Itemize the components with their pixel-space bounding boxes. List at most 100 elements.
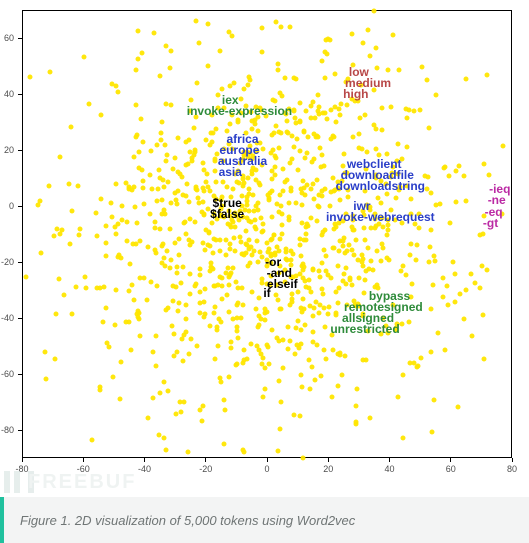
xtick: [205, 458, 206, 462]
scatter-point: [256, 296, 261, 301]
scatter-point: [158, 226, 163, 231]
scatter-point: [335, 264, 340, 269]
scatter-point: [415, 363, 420, 368]
scatter-point: [315, 135, 320, 140]
scatter-point: [152, 226, 157, 231]
scatter-point: [311, 157, 316, 162]
scatter-point: [294, 136, 299, 141]
scatter-point: [385, 67, 390, 72]
scatter-point: [430, 282, 435, 287]
scatter-point: [275, 62, 280, 67]
scatter-point: [170, 323, 175, 328]
scatter-point: [228, 247, 233, 252]
scatter-point: [164, 308, 169, 313]
scatter-point: [482, 356, 487, 361]
ytick: [18, 38, 22, 39]
xtick: [450, 458, 451, 462]
scatter-point: [153, 334, 158, 339]
scatter-point: [301, 275, 306, 280]
scatter-point: [276, 379, 281, 384]
scatter-point: [380, 105, 385, 110]
scatter-point: [400, 263, 405, 268]
scatter-point: [408, 242, 413, 247]
scatter-point: [206, 64, 211, 69]
scatter-point: [119, 359, 124, 364]
scatter-point: [368, 258, 373, 263]
scatter-point: [176, 252, 181, 257]
scatter-point: [380, 127, 385, 132]
scatter-point: [436, 330, 441, 335]
scatter-point: [213, 169, 218, 174]
scatter-point: [401, 372, 406, 377]
scatter-point: [231, 80, 236, 85]
scatter-point: [317, 192, 322, 197]
scatter-point: [287, 24, 292, 29]
scatter-point: [358, 115, 363, 120]
scatter-point: [362, 238, 367, 243]
scatter-point: [333, 289, 338, 294]
scatter-point: [296, 346, 301, 351]
scatter-point: [202, 189, 207, 194]
scatter-point: [481, 312, 486, 317]
scatter-point: [285, 346, 290, 351]
scatter-point: [208, 324, 213, 329]
scatter-point: [451, 259, 456, 264]
scatter-point: [291, 144, 296, 149]
xtick-label: 20: [323, 464, 333, 474]
scatter-point: [168, 66, 173, 71]
scatter-point: [270, 214, 275, 219]
scatter-point: [234, 315, 239, 320]
scatter-point: [192, 147, 197, 152]
scatter-point: [94, 286, 99, 291]
ytick-label: 60: [4, 33, 14, 43]
scatter-point: [169, 258, 174, 263]
scatter-point: [376, 195, 381, 200]
scatter-point: [320, 260, 325, 265]
scatter-point: [241, 357, 246, 362]
scatter-point: [464, 77, 469, 82]
scatter-point: [178, 400, 183, 405]
scatter-point: [184, 181, 189, 186]
scatter-point: [484, 73, 489, 78]
ytick-label: 0: [9, 201, 14, 211]
watermark: FREEBUF: [0, 467, 38, 497]
scatter-point: [456, 405, 461, 410]
scatter-point: [146, 415, 151, 420]
scatter-point: [304, 151, 309, 156]
figure-caption: Figure 1. 2D visualization of 5,000 toke…: [0, 497, 529, 543]
scatter-point: [141, 179, 146, 184]
token-label: high: [343, 87, 368, 101]
scatter-point: [219, 87, 224, 92]
scatter-point: [191, 126, 196, 131]
scatter-point: [344, 248, 349, 253]
scatter-point: [226, 374, 231, 379]
scatter-point: [375, 66, 380, 71]
scatter-point: [212, 310, 217, 315]
scatter-point: [113, 232, 118, 237]
xtick-label: 80: [507, 464, 517, 474]
xtick-label: -40: [138, 464, 151, 474]
scatter-point: [477, 286, 482, 291]
scatter-point: [168, 102, 173, 107]
scatter-point: [306, 357, 311, 362]
scatter-point: [124, 219, 129, 224]
scatter-point: [308, 116, 313, 121]
scatter-point: [104, 224, 109, 229]
scatter-point: [259, 254, 264, 259]
scatter-point: [374, 224, 379, 229]
scatter-point: [351, 135, 356, 140]
scatter-point: [470, 333, 475, 338]
scatter-point: [250, 290, 255, 295]
scatter-point: [315, 203, 320, 208]
scatter-point: [140, 50, 145, 55]
scatter-point: [111, 375, 116, 380]
scatter-point: [226, 29, 231, 34]
scatter-point: [288, 339, 293, 344]
scatter-point: [137, 238, 142, 243]
scatter-point: [189, 158, 194, 163]
scatter-point: [272, 233, 277, 238]
scatter-point: [226, 274, 231, 279]
scatter-point: [160, 178, 165, 183]
scatter-point: [155, 284, 160, 289]
scatter-point: [261, 221, 266, 226]
